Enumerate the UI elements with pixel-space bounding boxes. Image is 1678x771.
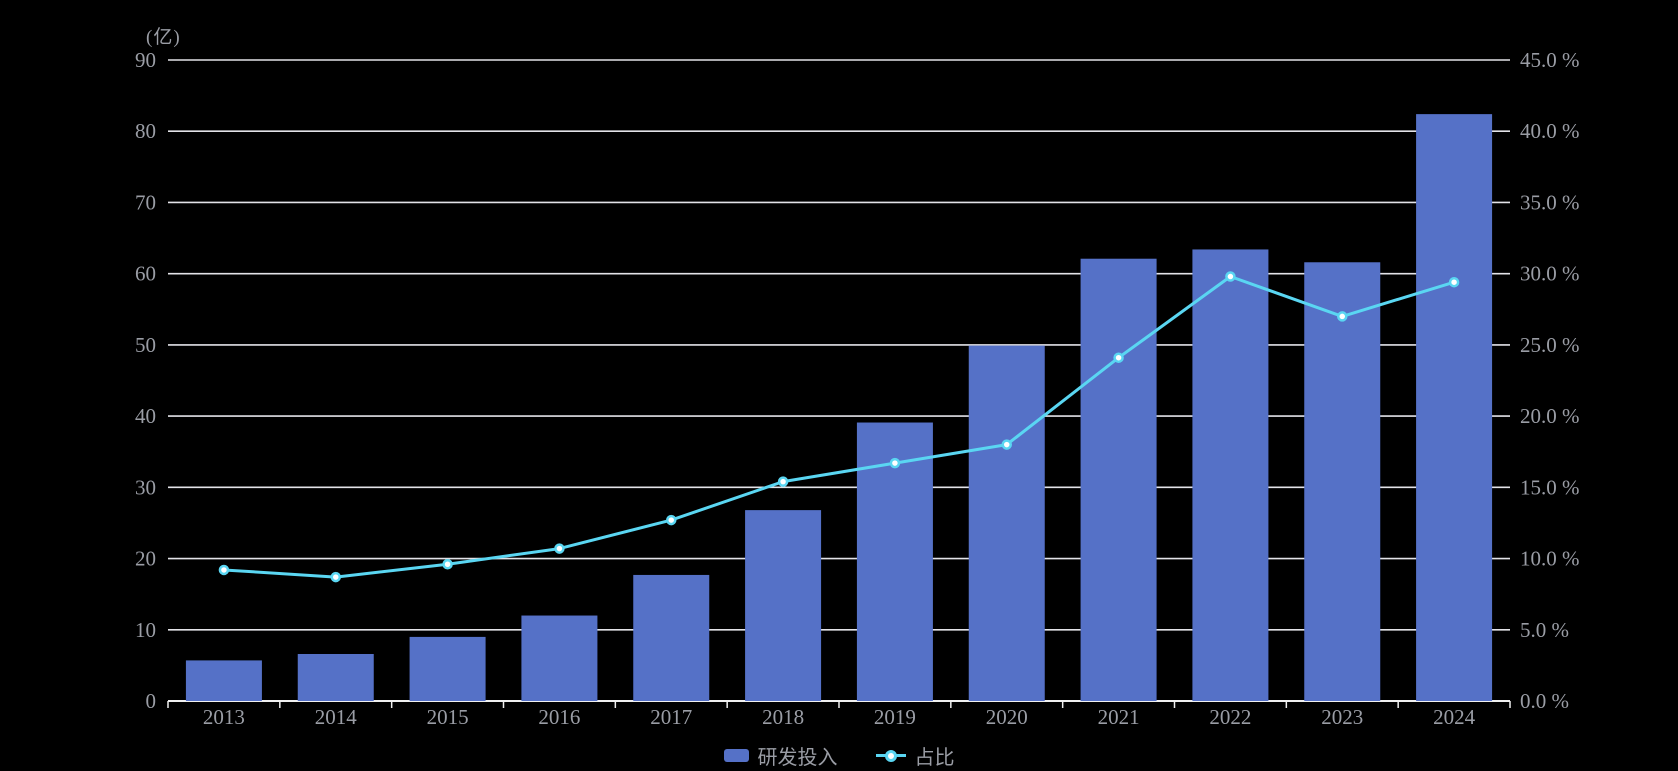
left-axis-tick-0: 0: [146, 689, 157, 713]
bar-2023[interactable]: [1304, 262, 1381, 701]
right-axis-tick-3: 15.0 %: [1520, 475, 1580, 499]
x-axis-label-2015: 2015: [427, 705, 469, 729]
x-axis-label-2016: 2016: [538, 705, 580, 729]
x-axis-label-2014: 2014: [315, 705, 358, 729]
right-axis-tick-0: 0.0 %: [1520, 689, 1569, 713]
legend-item-rnd-investment[interactable]: 研发投入: [723, 741, 838, 770]
legend-item-ratio[interactable]: 占比: [875, 741, 955, 770]
bar-2024[interactable]: [1416, 114, 1493, 701]
right-axis-tick-7: 35.0 %: [1520, 190, 1580, 214]
x-axis-label-2013: 2013: [203, 705, 245, 729]
ratio-point-2022[interactable]: [1225, 271, 1236, 282]
bar-2021[interactable]: [1080, 258, 1157, 701]
ratio-point-2019[interactable]: [889, 457, 901, 469]
bar-series-swatch-icon: [723, 749, 749, 762]
line-series-dot-icon: [884, 749, 897, 762]
ratio-point-2015[interactable]: [442, 559, 453, 570]
right-axis-tick-9: 45.0 %: [1520, 48, 1580, 72]
bar-2019[interactable]: [856, 422, 933, 701]
ratio-point-2021[interactable]: [1113, 352, 1124, 363]
ratio-point-2020[interactable]: [1001, 439, 1012, 450]
left-axis-tick-50: 50: [135, 333, 156, 357]
right-axis-tick-1: 5.0 %: [1520, 618, 1569, 642]
bar-2018[interactable]: [745, 510, 822, 701]
x-axis-label-2023: 2023: [1321, 705, 1363, 729]
x-axis-label-2020: 2020: [986, 705, 1028, 729]
ratio-point-2018[interactable]: [777, 476, 789, 487]
right-axis-tick-5: 25.0 %: [1520, 333, 1580, 357]
right-axis-tick-2: 10.0 %: [1520, 547, 1580, 571]
right-axis-tick-6: 30.0 %: [1520, 262, 1580, 286]
line-series-marker-icon: [875, 749, 906, 762]
x-axis-label-2017: 2017: [650, 705, 692, 729]
ratio-point-2014[interactable]: [330, 571, 341, 583]
bar-2014[interactable]: [297, 653, 374, 701]
ratio-point-2023[interactable]: [1337, 311, 1348, 322]
chart-legend: 研发投入 占比: [0, 741, 1678, 770]
bar-2015[interactable]: [409, 636, 486, 701]
right-axis-tick-4: 20.0 %: [1520, 404, 1580, 428]
bar-2013[interactable]: [185, 660, 262, 701]
right-axis-tick-8: 40.0 %: [1520, 119, 1580, 143]
x-axis-label-2021: 2021: [1098, 705, 1140, 729]
left-axis-tick-30: 30: [135, 475, 156, 499]
bar-2020[interactable]: [968, 345, 1045, 701]
left-axis-tick-10: 10: [135, 618, 156, 642]
x-axis-label-2024: 2024: [1433, 705, 1476, 729]
ratio-line: [222, 275, 1456, 579]
left-axis-tick-70: 70: [135, 190, 156, 214]
left-axis-tick-60: 60: [135, 262, 156, 286]
ratio-point-2024[interactable]: [1448, 276, 1460, 288]
left-axis-tick-20: 20: [135, 547, 156, 571]
legend-label-rnd-investment: 研发投入: [757, 747, 838, 769]
left-axis-unit-label: (亿): [146, 27, 181, 48]
bar-2017[interactable]: [633, 574, 710, 701]
ratio-point-2016[interactable]: [554, 543, 565, 554]
x-axis-label-2019: 2019: [874, 705, 916, 729]
legend-label-ratio: 占比: [914, 747, 955, 769]
left-axis-tick-40: 40: [135, 404, 156, 428]
ratio-point-2013[interactable]: [218, 564, 230, 576]
left-axis-tick-90: 90: [135, 48, 156, 72]
bar-2022[interactable]: [1192, 249, 1269, 701]
x-axis-label-2018: 2018: [762, 705, 804, 729]
bar-2016[interactable]: [521, 615, 598, 701]
x-axis-label-2022: 2022: [1209, 705, 1251, 729]
left-axis-tick-80: 80: [135, 119, 156, 143]
ratio-point-2017[interactable]: [666, 514, 677, 526]
